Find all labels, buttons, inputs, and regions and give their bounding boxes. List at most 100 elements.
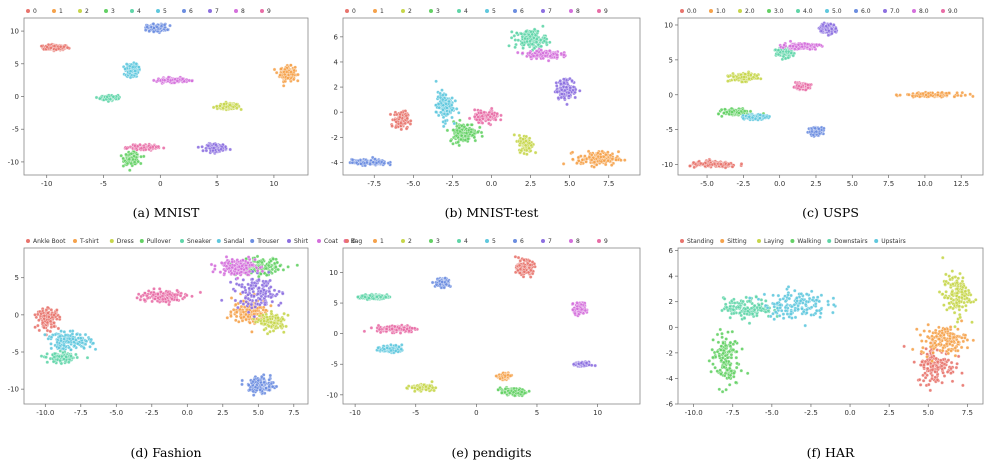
legend-marker — [429, 9, 433, 13]
data-point — [466, 136, 470, 141]
data-point — [272, 321, 277, 325]
legend-marker — [182, 9, 186, 13]
data-point — [487, 121, 491, 126]
data-point — [359, 162, 363, 166]
x-tick-label: -2.5 — [446, 180, 460, 188]
data-point — [971, 94, 975, 99]
x-tick-label: 7.5 — [883, 180, 894, 188]
legend-label: 1 — [380, 8, 384, 15]
data-point — [436, 102, 441, 106]
data-point — [390, 124, 394, 128]
data-point — [601, 154, 606, 159]
data-point — [751, 75, 756, 80]
data-point — [143, 28, 148, 32]
data-point — [481, 116, 485, 121]
data-point — [562, 81, 566, 85]
data-point — [162, 23, 167, 27]
data-point — [448, 139, 453, 143]
data-point — [37, 318, 41, 322]
data-point — [470, 123, 474, 127]
data-point — [719, 162, 723, 167]
data-point — [261, 313, 265, 317]
data-point — [571, 157, 575, 162]
data-point — [269, 303, 273, 308]
data-point — [134, 62, 139, 66]
legend-marker — [26, 9, 30, 13]
legend-label: 5.0 — [832, 8, 842, 15]
chart-panel: -10.0 -7.5 -5.0 -2.5 0.0 2.5 5.0 7.5-10-505Ankl… — [8, 238, 363, 460]
data-point — [234, 102, 239, 107]
data-point — [45, 352, 49, 356]
data-point — [821, 22, 825, 27]
data-point — [274, 70, 279, 75]
y-tick-label: -10 — [662, 161, 673, 169]
data-point — [516, 38, 521, 42]
legend-label: 0 — [352, 8, 356, 15]
data-point — [817, 43, 822, 47]
data-point — [541, 24, 545, 28]
data-point — [477, 117, 482, 122]
data-point — [44, 308, 49, 312]
data-point — [568, 85, 572, 90]
x-tick-label: -2.5 — [145, 409, 159, 417]
data-point — [486, 117, 491, 122]
data-point — [256, 318, 261, 322]
data-point — [776, 48, 781, 52]
data-point — [614, 158, 618, 162]
legend-label: 6.0 — [861, 8, 871, 15]
data-point — [830, 31, 834, 36]
data-point — [368, 162, 372, 166]
data-point — [52, 313, 56, 317]
data-point — [49, 46, 53, 50]
data-point — [264, 266, 268, 271]
data-point — [559, 95, 564, 100]
data-point — [803, 88, 808, 92]
x-tick-label: -5.0 — [109, 409, 123, 417]
legend-marker — [78, 9, 82, 13]
data-point — [824, 24, 828, 28]
legend-marker — [680, 9, 684, 13]
data-point — [187, 78, 192, 83]
data-point — [478, 125, 482, 130]
data-point — [404, 126, 409, 131]
data-point — [513, 38, 518, 42]
data-point — [291, 77, 296, 82]
legend-marker — [597, 9, 601, 13]
data-point — [963, 93, 968, 97]
x-tick-label: 0.0 — [486, 180, 497, 188]
legend-label: 6 — [520, 8, 524, 15]
y-tick-label: 0 — [15, 311, 19, 319]
legend-label: 1.0 — [716, 8, 726, 15]
data-point — [459, 133, 464, 138]
data-point — [512, 34, 517, 38]
data-point — [489, 106, 494, 111]
legend-marker — [941, 9, 945, 13]
x-tick-label: -5.0 — [700, 180, 714, 188]
data-point — [541, 51, 545, 55]
data-point — [246, 314, 250, 319]
data-point — [257, 274, 261, 279]
data-point — [244, 317, 248, 322]
legend-label: 2 — [408, 8, 412, 15]
data-point — [797, 84, 801, 88]
data-point — [125, 161, 130, 166]
data-point — [231, 308, 236, 312]
legend-marker — [373, 9, 377, 13]
data-point — [952, 94, 957, 99]
legend-marker — [485, 9, 489, 13]
legend-label: 5 — [492, 8, 496, 15]
x-tick-label: 7.5 — [603, 180, 614, 188]
data-point — [155, 25, 159, 29]
data-point — [142, 154, 146, 159]
data-point — [282, 330, 286, 334]
data-point — [520, 41, 525, 45]
data-point — [788, 39, 793, 44]
data-point — [121, 156, 125, 161]
data-point — [48, 329, 53, 334]
data-point — [436, 113, 441, 118]
data-point — [560, 92, 564, 96]
data-point — [267, 324, 271, 329]
y-tick-label: 4 — [334, 58, 339, 66]
data-point — [786, 49, 791, 54]
y-tick-label: -4 — [331, 159, 339, 167]
